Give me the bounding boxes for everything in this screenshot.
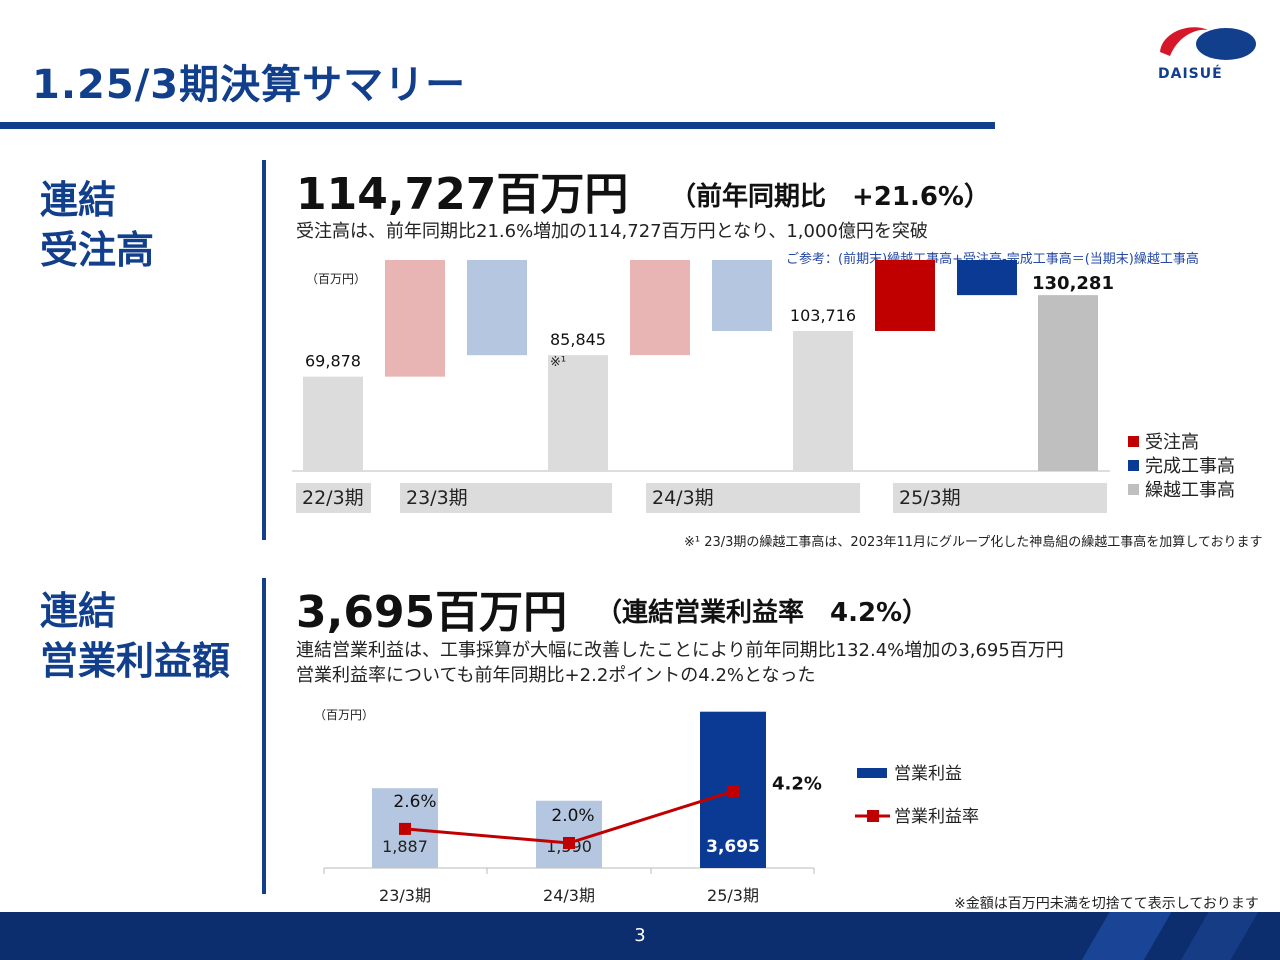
legend-completed: 完成工事高 xyxy=(1128,452,1235,478)
margin-point-25/3期 xyxy=(727,785,739,798)
legend-order: 受注高 xyxy=(1128,428,1199,454)
bar-23/3期-受注高 xyxy=(385,260,445,377)
margin-label-25/3期: 4.2% xyxy=(772,773,822,794)
section1-divider xyxy=(262,160,266,540)
profit-bar-label-25/3期: 3,695 xyxy=(706,837,760,857)
company-logo-text: DAISUÉ xyxy=(1158,66,1223,82)
operating-profit-chart: （百万円）1,88723/3期1,59024/3期3,69525/3期2.6%2… xyxy=(314,708,979,905)
legend-profit-swatch xyxy=(857,768,887,778)
bar-label-25/3期-繰越工事高: 130,281 xyxy=(1032,273,1114,294)
bar-25/3期-繰越工事高 xyxy=(1038,295,1098,471)
profit-bar-label-23/3期: 1,887 xyxy=(382,837,428,856)
period-label-22: 22/3期 xyxy=(296,483,371,513)
section2-footnote: ※金額は百万円未満を切捨てて表示しております xyxy=(954,896,1259,912)
page-number: 3 xyxy=(634,925,646,946)
bar-24/3期-受注高 xyxy=(630,260,690,356)
period-label-24: 24/3期 xyxy=(646,483,860,513)
legend-carryover-swatch xyxy=(1128,484,1139,495)
footnote-marker: ※¹ xyxy=(550,355,566,370)
section1-description: 受注高は、前年同期比21.6%増加の114,727百万円となり、1,000億円を… xyxy=(296,221,928,242)
footer-stripes xyxy=(1060,912,1280,960)
margin-label-24/3期: 2.0% xyxy=(551,806,594,826)
bar-22/3期-繰越工事高 xyxy=(303,376,363,471)
x-tick-label-24/3期: 24/3期 xyxy=(543,886,595,905)
chart2-unit-label: （百万円） xyxy=(314,708,374,722)
legend-profit-label: 営業利益 xyxy=(894,764,962,784)
legend-completed-swatch xyxy=(1128,460,1139,471)
page-title: 1.25/3期決算サマリー xyxy=(32,62,467,108)
period-label-23: 23/3期 xyxy=(400,483,612,513)
legend-margin-label: 営業利益率 xyxy=(894,807,979,827)
bar-label-23/3期-繰越工事高: 85,845 xyxy=(550,330,606,349)
bar-23/3期-繰越工事高 xyxy=(548,355,608,471)
bar-24/3期-完成工事高 xyxy=(712,260,772,331)
section1-footnote: ※¹ 23/3期の繰越工事高は、2023年11月にグループ化した神島組の繰越工事… xyxy=(684,535,1263,550)
section2-divider xyxy=(262,578,266,894)
section2-headline-value: 3,695百万円 xyxy=(296,587,568,638)
legend-margin-marker xyxy=(867,810,879,822)
section1-headline-value: 114,727百万円 xyxy=(296,169,629,220)
order-waterfall-chart: （百万円）69,87886,95871,05485,84594,32476,45… xyxy=(292,260,1114,472)
chart1-unit-label: （百万円） xyxy=(306,272,366,286)
margin-label-23/3期: 2.6% xyxy=(393,792,436,812)
bar-label-22/3期-繰越工事高: 69,878 xyxy=(305,352,361,371)
margin-point-24/3期 xyxy=(563,837,575,849)
section1-label: 連結 受注高 xyxy=(40,178,155,272)
section2-label: 連結 営業利益額 xyxy=(40,589,231,683)
x-tick-label-25/3期: 25/3期 xyxy=(707,886,759,905)
profit-bar-24/3期 xyxy=(536,800,602,868)
bar-24/3期-繰越工事高 xyxy=(793,330,853,471)
bar-25/3期-完成工事高 xyxy=(957,260,1017,296)
margin-point-23/3期 xyxy=(399,822,411,835)
bar-25/3期-受注高 xyxy=(875,260,935,331)
x-tick-label-23/3期: 23/3期 xyxy=(379,886,431,905)
legend-order-swatch xyxy=(1128,436,1139,447)
legend-carryover: 繰越工事高 xyxy=(1128,476,1235,502)
section1-headline-sub: （前年同期比 +21.6%） xyxy=(670,182,990,212)
title-underline xyxy=(0,122,995,129)
bar-label-24/3期-繰越工事高: 103,716 xyxy=(790,306,856,325)
company-logo-icon xyxy=(1160,27,1256,60)
section2-description-line2: 営業利益率についても前年同期比+2.2ポイントの4.2%となった xyxy=(296,665,816,686)
section2-description-line1: 連結営業利益は、工事採算が大幅に改善したことにより前年同期比132.4%増加の3… xyxy=(296,640,1064,661)
section2-headline-sub: （連結営業利益率 4.2%） xyxy=(596,598,929,628)
period-label-25: 25/3期 xyxy=(893,483,1107,513)
bar-23/3期-完成工事高 xyxy=(467,260,527,356)
